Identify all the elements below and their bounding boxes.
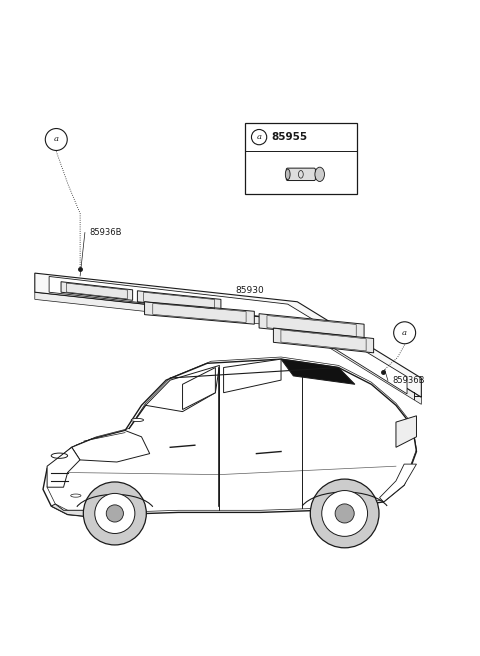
Polygon shape (224, 359, 281, 393)
Circle shape (335, 504, 354, 523)
Text: 85955: 85955 (271, 132, 307, 142)
Polygon shape (51, 504, 88, 516)
Polygon shape (182, 367, 216, 409)
Polygon shape (144, 302, 254, 324)
FancyBboxPatch shape (286, 168, 315, 180)
Text: 85930: 85930 (235, 285, 264, 295)
Text: 85936B: 85936B (90, 228, 122, 237)
Polygon shape (137, 291, 221, 310)
Ellipse shape (315, 167, 324, 182)
Circle shape (394, 322, 416, 344)
Bar (245, 123, 357, 194)
Polygon shape (145, 365, 219, 411)
Polygon shape (47, 447, 80, 487)
Polygon shape (61, 281, 132, 300)
Polygon shape (380, 464, 417, 502)
Ellipse shape (285, 169, 290, 180)
Circle shape (106, 505, 123, 522)
Polygon shape (35, 292, 421, 404)
Circle shape (252, 129, 267, 145)
Circle shape (310, 479, 379, 548)
Text: 85936B: 85936B (393, 376, 425, 385)
Polygon shape (72, 430, 150, 462)
Polygon shape (274, 328, 373, 353)
Polygon shape (49, 276, 407, 394)
Circle shape (322, 491, 368, 537)
Text: a: a (54, 136, 59, 144)
Polygon shape (281, 359, 355, 384)
Text: a: a (257, 133, 262, 141)
Circle shape (45, 129, 67, 150)
Circle shape (84, 482, 146, 545)
Text: a: a (402, 329, 407, 337)
Ellipse shape (131, 419, 144, 422)
Polygon shape (396, 416, 417, 447)
Polygon shape (43, 359, 417, 516)
Polygon shape (35, 273, 421, 397)
Circle shape (95, 493, 135, 533)
Polygon shape (259, 314, 364, 338)
